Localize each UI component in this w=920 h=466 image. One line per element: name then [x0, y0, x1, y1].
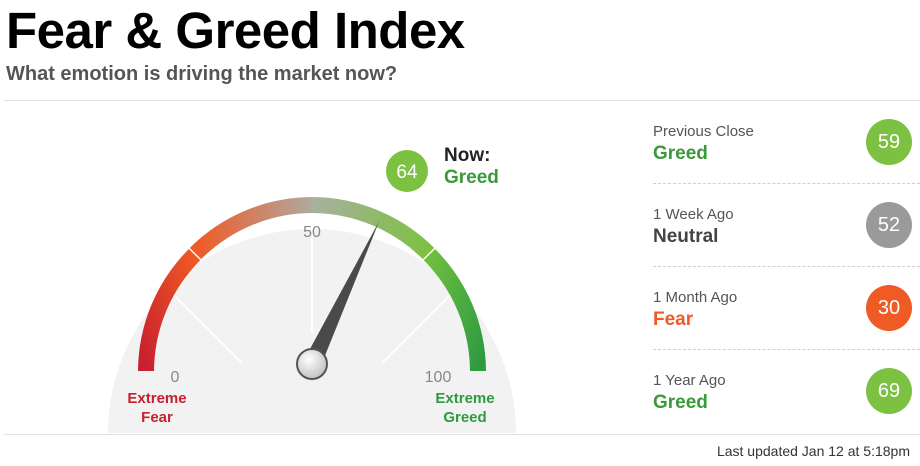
current-value-circle	[386, 150, 428, 192]
history-row-1-week-ago: 1 Week Ago Neutral 52	[653, 184, 920, 267]
history-rating: Neutral	[653, 226, 719, 247]
gauge-separators	[167, 229, 457, 364]
current-value: 64	[396, 162, 418, 183]
history-rating: Fear	[653, 309, 694, 330]
top-divider	[4, 100, 920, 101]
gauge-needle	[303, 221, 380, 368]
tick-label-50: 50	[303, 224, 321, 241]
history-row-previous-close: Previous Close Greed 59	[653, 101, 920, 184]
extreme-fear-label-line1: Extreme	[127, 390, 186, 407]
tick-label-100: 100	[425, 369, 452, 386]
tick-label-0: 0	[171, 369, 180, 386]
history-row-1-year-ago: 1 Year Ago Greed 69	[653, 350, 920, 432]
extreme-greed-label-line2: Greed	[443, 409, 486, 426]
now-rating: Greed	[444, 167, 499, 188]
arc-extreme-greed	[423, 248, 486, 372]
history-label: 1 Month Ago	[653, 289, 738, 306]
extreme-greed-label-line1: Extreme	[435, 390, 494, 407]
arc-extreme-fear	[138, 248, 201, 372]
page-title: Fear & Greed Index	[6, 2, 465, 59]
history-score: 30	[866, 285, 912, 331]
history-rating: Greed	[653, 392, 708, 413]
history-score: 59	[866, 119, 912, 165]
history-label: Previous Close	[653, 123, 754, 140]
history-row-1-month-ago: 1 Month Ago Fear 30	[653, 267, 920, 350]
fear-greed-gauge: 50 0 100 Extreme Fear Extreme Greed 64 N…	[108, 145, 516, 433]
bottom-divider	[4, 434, 920, 435]
history-label: 1 Year Ago	[653, 372, 726, 389]
history-panel: Previous Close Greed 59 1 Week Ago Neutr…	[653, 101, 920, 432]
history-score: 52	[866, 202, 912, 248]
last-updated: Last updated Jan 12 at 5:18pm	[716, 443, 910, 459]
history-rating: Greed	[653, 143, 708, 164]
extreme-fear-label-line2: Fear	[141, 409, 173, 426]
arc-greed	[311, 197, 435, 260]
now-label: Now:	[444, 145, 490, 166]
gauge-hub	[296, 348, 328, 380]
history-label: 1 Week Ago	[653, 206, 734, 223]
history-score: 69	[866, 368, 912, 414]
page-subtitle: What emotion is driving the market now?	[6, 63, 398, 85]
arc-fear	[189, 197, 313, 260]
